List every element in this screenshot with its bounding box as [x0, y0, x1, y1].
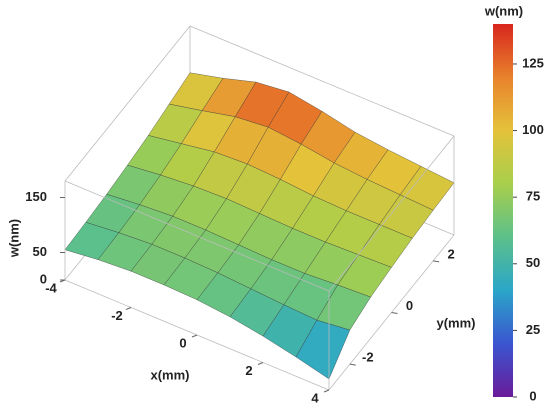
z-tick-label: 50 [33, 244, 47, 259]
y-tick-label: -2 [362, 350, 374, 365]
y-tick [433, 260, 440, 263]
colorbar-tick-label: 100 [522, 122, 544, 137]
y-tick [391, 312, 398, 314]
x-tick [323, 389, 330, 393]
colorbar-tick-label: 50 [526, 255, 540, 270]
colorbar-tick-label: 75 [526, 189, 540, 204]
y-axis-label: y(mm) [436, 315, 475, 330]
x-tick-label: 4 [311, 390, 319, 405]
colorbar-label: w(nm) [484, 3, 523, 18]
y-tick-label: 2 [448, 246, 455, 261]
z-axis-label: w(nm) [6, 219, 21, 258]
surface-patch [295, 319, 351, 380]
colorbar-tick-label: 0 [529, 388, 536, 403]
x-tick-label: -2 [111, 308, 123, 323]
x-tick [257, 362, 264, 365]
box-edge [189, 25, 455, 137]
x-tick [125, 307, 132, 310]
z-tick-label: 150 [25, 189, 47, 204]
y-tick [349, 363, 356, 366]
box-edge [64, 180, 330, 292]
colorbar-tick-label: 25 [526, 322, 540, 337]
x-axis-label: x(mm) [150, 367, 189, 382]
box-edge [328, 135, 455, 292]
box-edge [64, 25, 191, 182]
z-tick-label: 0 [40, 271, 47, 286]
y-tick-label: 0 [406, 298, 413, 313]
colorbar [493, 24, 513, 397]
x-tick-label: 0 [179, 335, 186, 350]
x-tick-label: -4 [45, 280, 57, 295]
surface [64, 72, 455, 380]
x-tick-label: 2 [245, 363, 252, 378]
colorbar-tick-label: 125 [522, 55, 544, 70]
x-tick [191, 334, 198, 338]
